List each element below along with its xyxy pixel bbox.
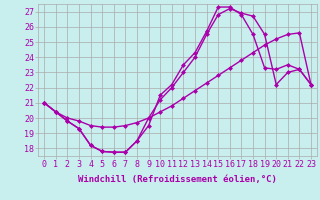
X-axis label: Windchill (Refroidissement éolien,°C): Windchill (Refroidissement éolien,°C)	[78, 175, 277, 184]
